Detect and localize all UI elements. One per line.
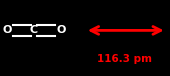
Text: 116.3 pm: 116.3 pm	[97, 54, 152, 64]
Text: C: C	[30, 25, 38, 35]
Text: O: O	[2, 25, 12, 35]
Text: O: O	[56, 25, 66, 35]
